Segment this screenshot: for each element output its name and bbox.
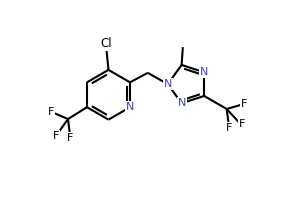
Text: F: F [241, 99, 248, 109]
Text: N: N [126, 102, 134, 112]
Text: F: F [226, 123, 232, 133]
Text: F: F [48, 107, 55, 117]
Text: Cl: Cl [100, 37, 112, 50]
Text: N: N [177, 98, 186, 108]
Text: N: N [164, 79, 172, 89]
Text: F: F [239, 119, 245, 129]
Text: N: N [200, 67, 208, 77]
Text: F: F [53, 131, 59, 141]
Text: F: F [67, 133, 74, 143]
